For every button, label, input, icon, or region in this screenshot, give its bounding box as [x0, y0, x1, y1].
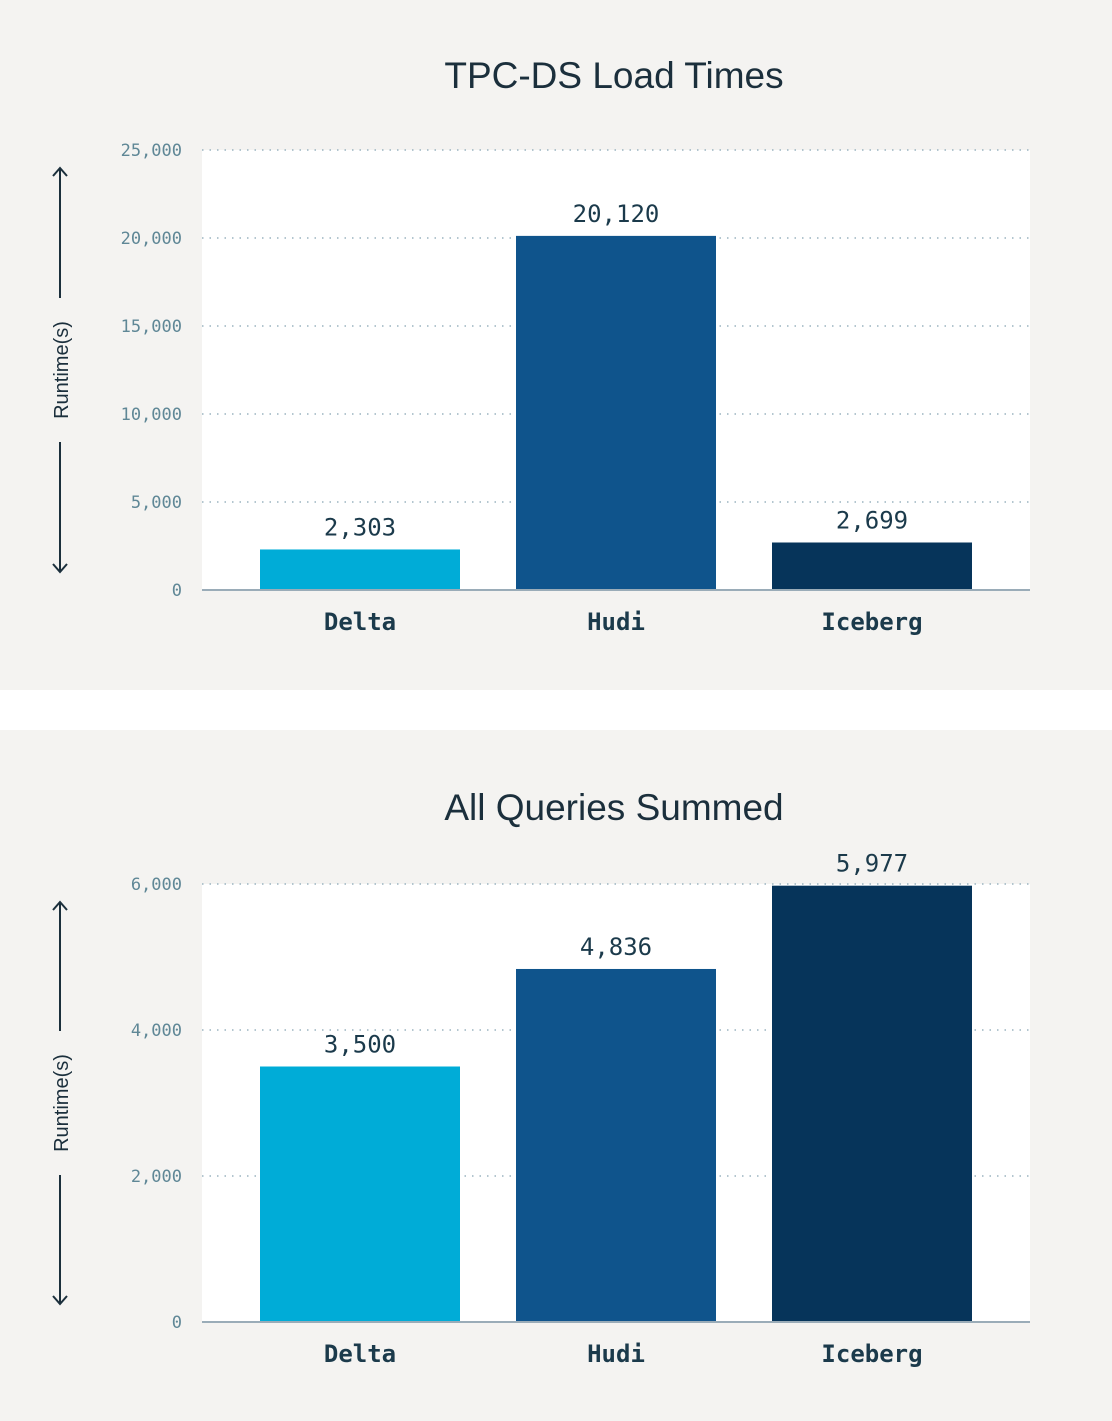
data-label: 5,977 — [836, 850, 908, 878]
arrow-down-icon — [52, 563, 68, 574]
y-tick-label: 2,000 — [131, 1167, 182, 1187]
x-tick-label: Delta — [324, 1340, 396, 1368]
x-tick-label: Iceberg — [821, 608, 922, 636]
bar-hudi — [516, 235, 716, 590]
y-tick-label: 0 — [172, 1313, 182, 1333]
y-tick-label: 25,000 — [121, 141, 182, 161]
chart-panel-1: TPC-DS Load Times 0 5,000 10,000 15,000 20,00… — [0, 0, 1112, 690]
x-tick-label: Hudi — [587, 608, 645, 636]
bar-iceberg — [772, 885, 972, 1322]
x-tick-label: Delta — [324, 608, 396, 636]
y-tick-label: 4,000 — [131, 1021, 182, 1041]
bar-hudi — [516, 968, 716, 1322]
bar-iceberg — [772, 542, 972, 590]
y-tick-label: 15,000 — [121, 317, 182, 337]
bar-delta — [260, 549, 460, 590]
y-tick-label: 5,000 — [131, 493, 182, 513]
data-label: 20,120 — [573, 200, 660, 228]
data-label: 3,500 — [324, 1031, 396, 1059]
y-tick-label: 0 — [172, 581, 182, 601]
y-tick-label: 6,000 — [131, 875, 182, 895]
chart-title: TPC-DS Load Times — [444, 55, 783, 96]
data-label: 2,699 — [836, 506, 908, 534]
x-tick-label: Hudi — [587, 1340, 645, 1368]
data-label: 4,836 — [580, 933, 652, 961]
arrow-up-icon — [52, 900, 68, 911]
x-tick-label: Iceberg — [821, 1340, 922, 1368]
y-axis-label: Runtime(s) — [51, 321, 73, 419]
y-axis-label: Runtime(s) — [51, 1054, 73, 1152]
arrow-down-icon — [52, 1295, 68, 1306]
data-label: 2,303 — [324, 513, 396, 541]
chart-panel-2: All Queries Summed 0 2,000 4,000 6,000 3,500 D… — [0, 730, 1112, 1421]
chart-title: All Queries Summed — [444, 787, 783, 828]
y-tick-label: 10,000 — [121, 405, 182, 425]
y-tick-label: 20,000 — [121, 229, 182, 249]
bar-delta — [260, 1066, 460, 1322]
arrow-up-icon — [52, 166, 68, 177]
